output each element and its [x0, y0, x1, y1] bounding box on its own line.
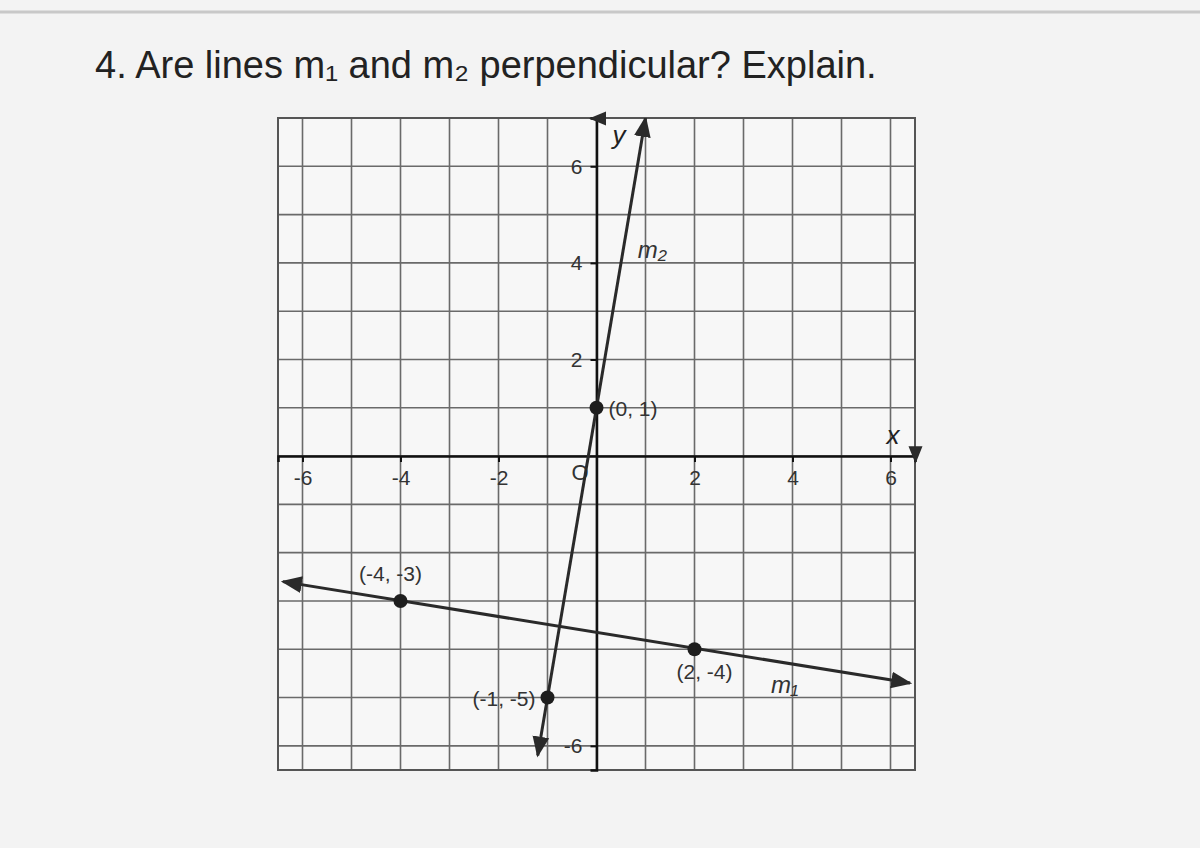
tick: 4: [571, 251, 597, 274]
tick-label: 6: [571, 155, 583, 178]
plot-area: [278, 118, 915, 770]
point-label: (0, 1): [609, 397, 658, 420]
grid-line: [547, 118, 549, 770]
tick-label: 2: [689, 466, 701, 489]
point-label: (-4, -3): [359, 562, 422, 585]
tick-mark: [694, 456, 696, 462]
tick-mark: [890, 456, 892, 462]
x-axis-label: x: [885, 420, 901, 450]
grid: [278, 118, 915, 770]
tick: -6: [564, 734, 597, 757]
labels: m₂ m₁ (-4, -3) (-1, -5) (0, 1) (2, -4): [359, 236, 798, 709]
chart: 4. Are lines m₁ and m₂ perpendicular? Ex…: [0, 0, 1200, 848]
grid-line: [498, 118, 500, 770]
point: [394, 594, 408, 608]
y-axis: -6 2 4 6: [564, 119, 597, 771]
point: [590, 401, 604, 415]
tick-label: -6: [294, 466, 313, 489]
point-label: (-1, -5): [473, 687, 536, 710]
tick-label: -6: [564, 734, 583, 757]
point: [541, 691, 555, 705]
tick-label: 4: [571, 251, 583, 274]
line: [283, 582, 910, 683]
tick-mark: [591, 262, 597, 264]
tick-label: -2: [490, 466, 509, 489]
tick: 6: [571, 155, 597, 178]
plot: [283, 118, 910, 756]
tick-label: 6: [885, 466, 897, 489]
tick: 2: [689, 456, 701, 489]
grid-line: [449, 118, 451, 770]
tick: 2: [571, 348, 597, 371]
tick-mark: [400, 456, 402, 462]
tick: -4: [392, 456, 411, 489]
point: [688, 642, 702, 656]
series-label: m₂: [638, 236, 667, 263]
grid-line: [645, 118, 647, 770]
tick-mark: [591, 745, 597, 747]
tick-label: 2: [571, 348, 583, 371]
point-label: (2, -4): [676, 660, 732, 683]
title: 4. Are lines m₁ and m₂ perpendicular? Ex…: [95, 44, 877, 86]
grid-line: [302, 118, 304, 770]
series-label: m₁: [771, 671, 799, 698]
tick-mark: [302, 456, 304, 462]
page-border: [0, 11, 1200, 14]
grid-line: [400, 118, 402, 770]
tick-label: 4: [787, 466, 799, 489]
tick-mark: [792, 456, 794, 462]
grid-line: [351, 118, 353, 770]
line: [538, 118, 646, 756]
tick-label: -4: [392, 466, 411, 489]
plot-frame: [278, 118, 915, 770]
tick-mark: [591, 166, 597, 168]
y-axis-label: y: [611, 120, 628, 150]
tick: -2: [490, 456, 509, 489]
grid-line: [743, 118, 745, 770]
tick: -6: [294, 456, 313, 489]
tick-mark: [591, 359, 597, 361]
tick: 4: [787, 456, 799, 489]
tick: 6: [885, 456, 897, 489]
tick-mark: [498, 456, 500, 462]
